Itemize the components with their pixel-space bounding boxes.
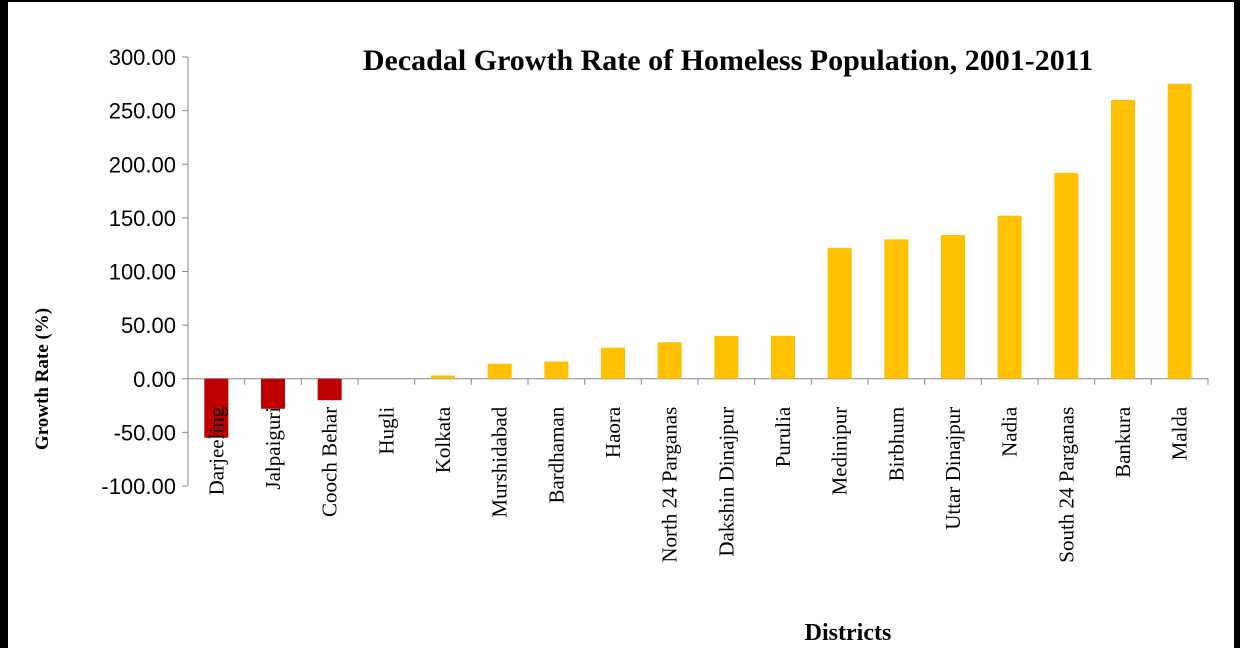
category-label: Uttar Dinajpur xyxy=(941,407,965,530)
category-label: North 24 Parganas xyxy=(658,407,682,563)
bar-cooch-behar xyxy=(317,378,342,401)
category-label: Bardhaman xyxy=(544,406,568,503)
category-label: Nadia xyxy=(998,406,1022,457)
bar-birbhum xyxy=(884,239,909,379)
bar-bardhaman xyxy=(544,361,569,379)
bar-darjeeling xyxy=(204,378,229,438)
category-label: Jalpaiguri xyxy=(261,407,285,490)
bar-malda xyxy=(1167,83,1192,379)
bar-jalpaiguri xyxy=(261,378,285,409)
x-axis-title: Districts xyxy=(805,620,892,646)
category-label: Murshidabad xyxy=(488,406,512,517)
chart-title: Decadal Growth Rate of Homeless Populati… xyxy=(363,44,1093,77)
bar-uttar-dinajpur xyxy=(941,235,965,379)
bar-dakshin-dinajpur xyxy=(714,335,739,379)
bar-north-24-parganas xyxy=(657,342,682,379)
y-axis-title: Growth Rate (%) xyxy=(32,308,53,450)
y-tick-label: 250.00 xyxy=(109,99,176,124)
category-labels: Darjeeling Jalpaiguri Cooch Behar Hugli Kolk… xyxy=(204,406,1191,563)
y-tick-label: 200.00 xyxy=(109,152,176,177)
bar-purulia xyxy=(771,335,795,379)
bar-south-24-parganas xyxy=(1054,172,1079,379)
y-tick-labels: 300.00 250.00 200.00 150.00 100.00 50.00 0.00 -… xyxy=(101,45,176,499)
category-label: Cooch Behar xyxy=(318,407,342,517)
category-label: Kolkata xyxy=(431,406,455,473)
bar-nadia xyxy=(997,215,1022,379)
bar-murshidabad xyxy=(487,363,512,379)
y-tick-label: 100.00 xyxy=(109,260,176,285)
category-label: Bankura xyxy=(1111,406,1135,478)
bar-kolkata xyxy=(431,375,455,379)
y-tick-label: -50.00 xyxy=(114,420,176,445)
y-tick-label: 150.00 xyxy=(109,206,176,231)
bars xyxy=(204,83,1192,438)
bar-medinipur xyxy=(827,247,852,379)
bar-chart: Decadal Growth Rate of Homeless Populati… xyxy=(32,44,1209,646)
y-tick-label: 0.00 xyxy=(133,367,176,392)
category-label: Haora xyxy=(601,406,625,458)
axes xyxy=(182,56,1209,487)
category-label: Darjeeling xyxy=(204,406,228,495)
bar-bankura xyxy=(1111,99,1135,379)
category-label: Purulia xyxy=(771,406,795,467)
y-tick-label: 50.00 xyxy=(121,313,176,338)
category-label: South 24 Parganas xyxy=(1054,407,1078,563)
category-label: Malda xyxy=(1168,406,1192,460)
bar-haora xyxy=(601,347,625,379)
y-tick-label: 300.00 xyxy=(109,45,176,70)
category-label: Medinipur xyxy=(828,407,852,496)
category-label: Birbhum xyxy=(884,407,908,482)
category-label: Hugli xyxy=(374,407,398,455)
category-label: Dakshin Dinajpur xyxy=(714,407,738,557)
y-tick-label: -100.00 xyxy=(101,474,176,499)
